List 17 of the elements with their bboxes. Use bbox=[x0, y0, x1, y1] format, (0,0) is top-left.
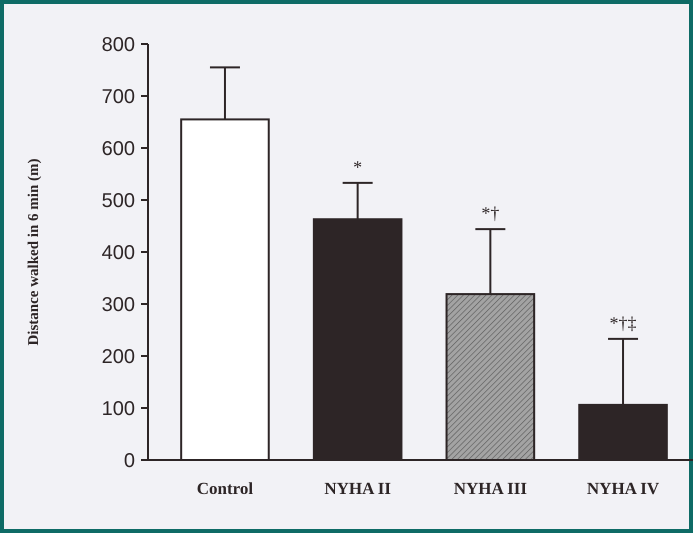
annotation: * bbox=[353, 156, 362, 177]
annotation: *†‡ bbox=[610, 312, 637, 333]
y-tick-label: 0 bbox=[124, 450, 135, 472]
y-tick-label: 100 bbox=[102, 398, 135, 420]
y-tick-label: 700 bbox=[102, 86, 135, 108]
x-tick-label: NYHA III bbox=[454, 479, 528, 498]
y-axis-title: Distance walked in 6 min (m) bbox=[26, 158, 42, 346]
x-tick-label: NYHA II bbox=[324, 479, 392, 498]
y-tick-label: 200 bbox=[102, 346, 135, 368]
y-tick-label: 300 bbox=[102, 294, 135, 316]
y-tick-label: 800 bbox=[102, 34, 135, 56]
x-tick-label: NYHA IV bbox=[586, 479, 660, 498]
y-tick-label: 400 bbox=[102, 242, 135, 264]
annotation: *† bbox=[481, 203, 500, 224]
x-tick-label: Control bbox=[196, 479, 254, 498]
y-tick-label: 500 bbox=[102, 190, 135, 212]
y-tick-label: 600 bbox=[102, 138, 135, 160]
